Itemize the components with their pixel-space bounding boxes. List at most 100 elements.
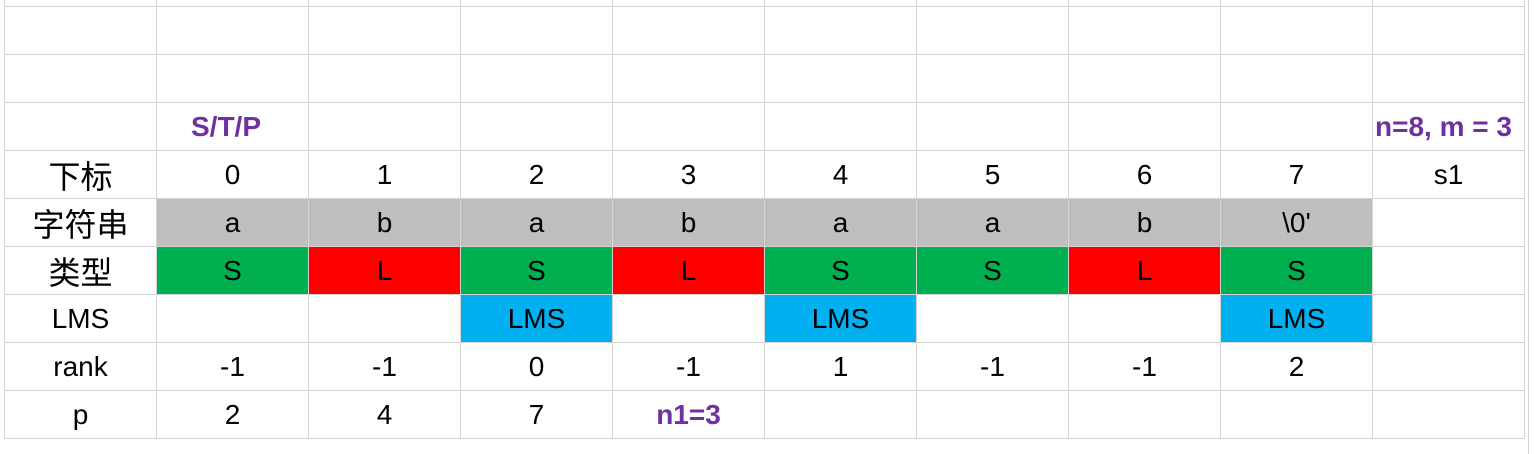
string-cell[interactable]: a (917, 199, 1069, 247)
cell[interactable] (1221, 0, 1373, 7)
cell[interactable] (157, 55, 309, 103)
cell[interactable] (1069, 55, 1221, 103)
row-label-string[interactable]: 字符串 (5, 199, 157, 247)
lms-cell[interactable]: LMS (461, 295, 613, 343)
params-cell[interactable]: n=8, m = 3 (1373, 103, 1525, 151)
rank-cell[interactable]: 2 (1221, 343, 1373, 391)
cell[interactable] (309, 55, 461, 103)
lms-cell[interactable] (309, 295, 461, 343)
lms-cell[interactable] (917, 295, 1069, 343)
rank-cell[interactable]: -1 (613, 343, 765, 391)
string-cell[interactable]: b (309, 199, 461, 247)
cell[interactable] (1373, 7, 1525, 55)
cell[interactable] (1221, 7, 1373, 55)
row-label-index[interactable]: 下标 (5, 151, 157, 199)
string-cell[interactable]: a (461, 199, 613, 247)
index-cell[interactable]: 6 (1069, 151, 1221, 199)
cell[interactable] (5, 103, 157, 151)
string-cell[interactable]: b (1069, 199, 1221, 247)
type-cell[interactable]: L (1069, 247, 1221, 295)
row-label-rank[interactable]: rank (5, 343, 157, 391)
row-label-lms[interactable]: LMS (5, 295, 157, 343)
index-cell[interactable]: 3 (613, 151, 765, 199)
cell[interactable] (1221, 103, 1373, 151)
p-cell[interactable]: 7 (461, 391, 613, 439)
s1-label-cell[interactable]: s1 (1373, 151, 1525, 199)
cell[interactable] (461, 103, 613, 151)
lms-cell[interactable] (157, 295, 309, 343)
cell[interactable] (917, 7, 1069, 55)
row-label-type[interactable]: 类型 (5, 247, 157, 295)
cell[interactable] (309, 7, 461, 55)
cell[interactable] (5, 55, 157, 103)
rank-cell[interactable]: 0 (461, 343, 613, 391)
type-cell[interactable]: S (461, 247, 613, 295)
rank-cell[interactable]: 1 (765, 343, 917, 391)
cell[interactable] (157, 7, 309, 55)
cell[interactable] (1221, 55, 1373, 103)
cell[interactable] (917, 0, 1069, 7)
cell[interactable] (1373, 199, 1525, 247)
p-cell[interactable]: 4 (309, 391, 461, 439)
cell[interactable] (461, 7, 613, 55)
cell[interactable] (613, 103, 765, 151)
cell[interactable] (461, 55, 613, 103)
type-cell[interactable]: S (917, 247, 1069, 295)
cell[interactable] (765, 0, 917, 7)
lms-cell[interactable]: LMS (1221, 295, 1373, 343)
index-cell[interactable]: 5 (917, 151, 1069, 199)
cell[interactable] (1221, 391, 1373, 439)
cell[interactable] (765, 55, 917, 103)
rank-cell[interactable]: -1 (917, 343, 1069, 391)
cell[interactable] (157, 0, 309, 7)
rank-cell[interactable]: -1 (157, 343, 309, 391)
cell[interactable] (1373, 55, 1525, 103)
lms-cell[interactable] (613, 295, 765, 343)
cell[interactable] (613, 55, 765, 103)
rank-cell[interactable]: -1 (1069, 343, 1221, 391)
cell[interactable] (309, 0, 461, 7)
cell[interactable] (461, 0, 613, 7)
cell[interactable] (1069, 103, 1221, 151)
string-cell[interactable]: \0' (1221, 199, 1373, 247)
cell[interactable] (765, 391, 917, 439)
cell[interactable] (613, 0, 765, 7)
index-cell[interactable]: 7 (1221, 151, 1373, 199)
cell[interactable] (765, 7, 917, 55)
lms-cell[interactable]: LMS (765, 295, 917, 343)
cell[interactable] (1373, 0, 1525, 7)
index-cell[interactable]: 4 (765, 151, 917, 199)
cell[interactable] (613, 7, 765, 55)
index-cell[interactable]: 0 (157, 151, 309, 199)
type-cell[interactable]: S (765, 247, 917, 295)
cell[interactable] (1069, 7, 1221, 55)
title-cell[interactable]: S/T/P (157, 103, 309, 151)
cell[interactable] (1069, 391, 1221, 439)
type-cell[interactable]: L (613, 247, 765, 295)
string-cell[interactable]: a (157, 199, 309, 247)
cell[interactable] (5, 7, 157, 55)
cell[interactable] (5, 0, 157, 7)
row-label-p[interactable]: p (5, 391, 157, 439)
n1-cell[interactable]: n1=3 (613, 391, 765, 439)
lms-cell[interactable] (1069, 295, 1221, 343)
type-cell[interactable]: S (157, 247, 309, 295)
index-cell[interactable]: 1 (309, 151, 461, 199)
cell[interactable] (765, 103, 917, 151)
string-cell[interactable]: b (613, 199, 765, 247)
cell[interactable] (917, 55, 1069, 103)
cell[interactable] (1373, 391, 1525, 439)
rank-cell[interactable]: -1 (309, 343, 461, 391)
p-cell[interactable]: 2 (157, 391, 309, 439)
cell[interactable] (1069, 0, 1221, 7)
type-cell[interactable]: S (1221, 247, 1373, 295)
cell[interactable] (309, 103, 461, 151)
cell[interactable] (917, 391, 1069, 439)
cell[interactable] (917, 103, 1069, 151)
string-cell[interactable]: a (765, 199, 917, 247)
cell[interactable] (1373, 295, 1525, 343)
index-cell[interactable]: 2 (461, 151, 613, 199)
cell[interactable] (1373, 343, 1525, 391)
cell[interactable] (1373, 247, 1525, 295)
type-cell[interactable]: L (309, 247, 461, 295)
